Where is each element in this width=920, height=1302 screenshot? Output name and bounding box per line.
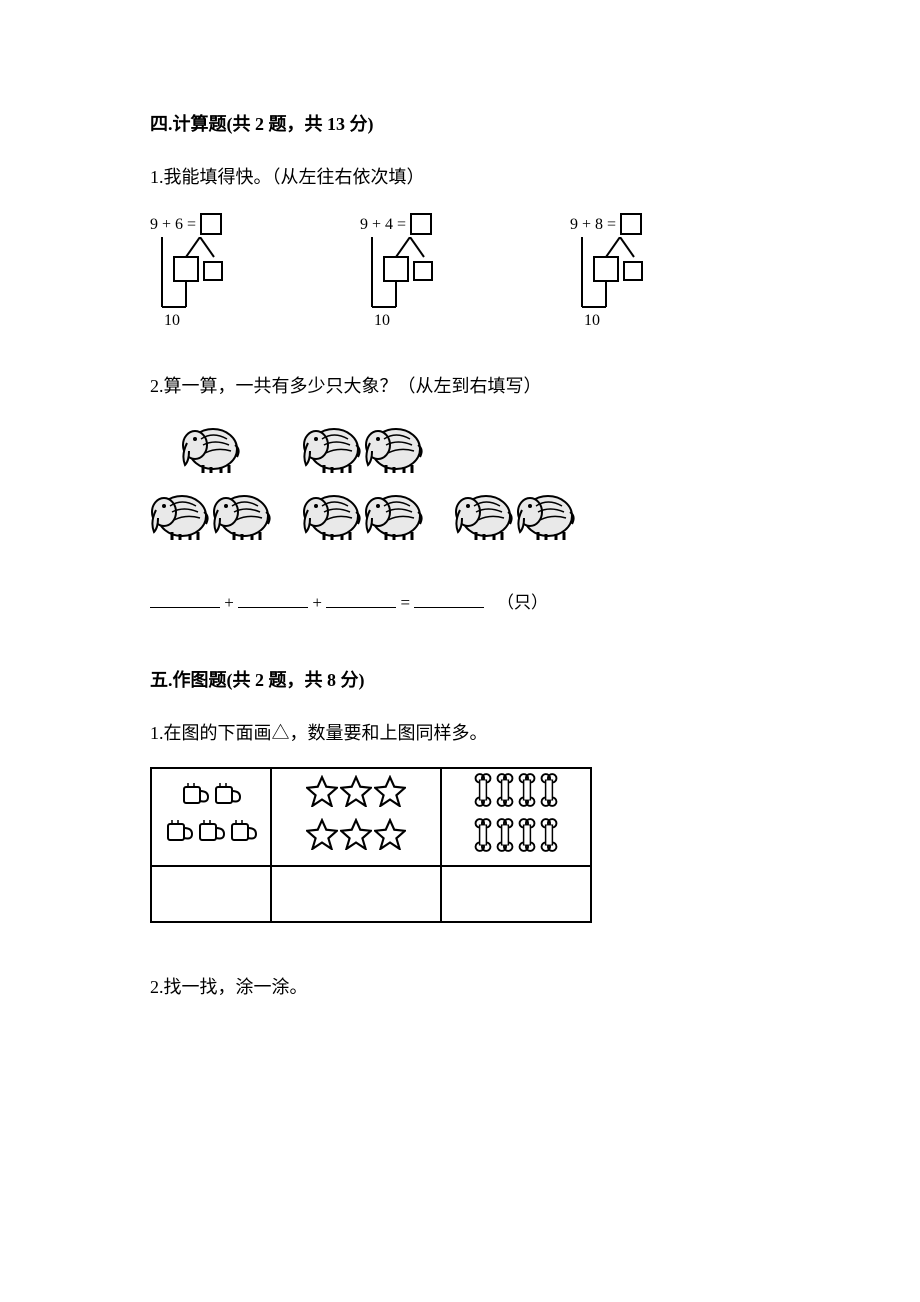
bone-icon bbox=[495, 773, 515, 816]
elephant-icon bbox=[516, 488, 576, 553]
elephant-icon bbox=[302, 421, 362, 486]
equals: = bbox=[187, 212, 196, 238]
elephant-icon bbox=[302, 488, 362, 553]
equals: = bbox=[607, 212, 616, 238]
equals-sign: = bbox=[400, 593, 414, 612]
elephant-line bbox=[302, 488, 424, 553]
target-number: 10 bbox=[374, 312, 390, 329]
operand-b: 6 bbox=[175, 212, 183, 238]
plus-sign: + bbox=[312, 593, 326, 612]
operand-a: 9 bbox=[570, 212, 578, 238]
bone-icon bbox=[495, 818, 515, 861]
bone-icon bbox=[539, 818, 559, 861]
elephant-icon bbox=[454, 488, 514, 553]
calc-eq: 9 + 8 = bbox=[570, 212, 720, 238]
elephant-line bbox=[454, 488, 576, 553]
operator: + bbox=[372, 212, 381, 238]
calc-problems-row: 9 + 6 = 10 9 + 4 = bbox=[150, 212, 770, 333]
answer-cell[interactable] bbox=[271, 866, 441, 922]
blank-input[interactable] bbox=[414, 590, 484, 608]
calc-eq: 9 + 6 = bbox=[150, 212, 300, 238]
target-number: 10 bbox=[584, 312, 600, 329]
cup-icon bbox=[196, 818, 226, 853]
star-icon bbox=[306, 775, 338, 816]
bone-icon bbox=[473, 773, 493, 816]
q5-2-text: 2.找一找，涂一涂。 bbox=[150, 973, 770, 1002]
section-5-title: 五.作图题(共 2 题，共 8 分) bbox=[150, 666, 770, 695]
star-icon bbox=[340, 775, 372, 816]
table-cell bbox=[441, 768, 591, 866]
table-cell bbox=[271, 768, 441, 866]
target-number: 10 bbox=[164, 312, 180, 329]
elephant-icon bbox=[181, 421, 241, 486]
answer-box[interactable] bbox=[200, 213, 222, 235]
answer-box[interactable] bbox=[410, 213, 432, 235]
split-box-right[interactable] bbox=[204, 262, 222, 280]
bone-icon bbox=[517, 773, 537, 816]
elephant-group bbox=[302, 421, 424, 553]
elephant-icon bbox=[364, 488, 424, 553]
star-icon bbox=[340, 818, 372, 859]
split-box-right[interactable] bbox=[624, 262, 642, 280]
elephant-line bbox=[150, 488, 272, 553]
elephant-icon bbox=[212, 488, 272, 553]
plus-sign: + bbox=[224, 593, 238, 612]
elephant-group bbox=[150, 421, 272, 553]
icons-row bbox=[151, 768, 591, 866]
q4-1-text: 1.我能填得快。（从左往右依次填） bbox=[150, 163, 770, 192]
elephant-icon bbox=[150, 488, 210, 553]
unit-label: （只） bbox=[497, 593, 548, 612]
operand-b: 4 bbox=[385, 212, 393, 238]
sum-equation: + + = （只） bbox=[150, 589, 770, 616]
section-4-title: 四.计算题(共 2 题，共 13 分) bbox=[150, 110, 770, 139]
split-diagram: 10 bbox=[570, 237, 690, 332]
star-icon bbox=[374, 818, 406, 859]
split-diagram: 10 bbox=[360, 237, 480, 332]
q5-1-text: 1.在图的下面画△，数量要和上图同样多。 bbox=[150, 719, 770, 748]
operator: + bbox=[582, 212, 591, 238]
answer-cell[interactable] bbox=[441, 866, 591, 922]
cup-icon bbox=[164, 818, 194, 853]
elephant-icon bbox=[364, 421, 424, 486]
blank-input[interactable] bbox=[150, 590, 220, 608]
operator: + bbox=[162, 212, 171, 238]
star-icon bbox=[374, 775, 406, 816]
split-diagram: 10 bbox=[150, 237, 270, 332]
blank-input[interactable] bbox=[238, 590, 308, 608]
cup-icon bbox=[228, 818, 258, 853]
operand-a: 9 bbox=[360, 212, 368, 238]
bone-icon bbox=[473, 818, 493, 861]
bone-icon bbox=[539, 773, 559, 816]
split-box-right[interactable] bbox=[414, 262, 432, 280]
equals: = bbox=[397, 212, 406, 238]
elephant-line bbox=[302, 421, 424, 486]
star-icon bbox=[306, 818, 338, 859]
drawing-table bbox=[150, 767, 592, 923]
elephant-group bbox=[454, 488, 576, 553]
split-box-left[interactable] bbox=[594, 257, 618, 281]
answer-row bbox=[151, 866, 591, 922]
operand-a: 9 bbox=[150, 212, 158, 238]
operand-b: 8 bbox=[595, 212, 603, 238]
table-cell bbox=[151, 768, 271, 866]
calc-problem-3: 9 + 8 = 10 bbox=[570, 212, 720, 333]
q4-2-text: 2.算一算，一共有多少只大象？（从左到右填写） bbox=[150, 372, 770, 401]
answer-cell[interactable] bbox=[151, 866, 271, 922]
answer-box[interactable] bbox=[620, 213, 642, 235]
cup-icon bbox=[180, 781, 210, 816]
cup-icon bbox=[212, 781, 242, 816]
calc-problem-2: 9 + 4 = 10 bbox=[360, 212, 510, 333]
calc-problem-1: 9 + 6 = 10 bbox=[150, 212, 300, 333]
calc-eq: 9 + 4 = bbox=[360, 212, 510, 238]
split-box-left[interactable] bbox=[384, 257, 408, 281]
bone-icon bbox=[517, 818, 537, 861]
elephant-groups bbox=[150, 421, 770, 553]
blank-input[interactable] bbox=[326, 590, 396, 608]
elephant-line bbox=[181, 421, 241, 486]
split-box-left[interactable] bbox=[174, 257, 198, 281]
